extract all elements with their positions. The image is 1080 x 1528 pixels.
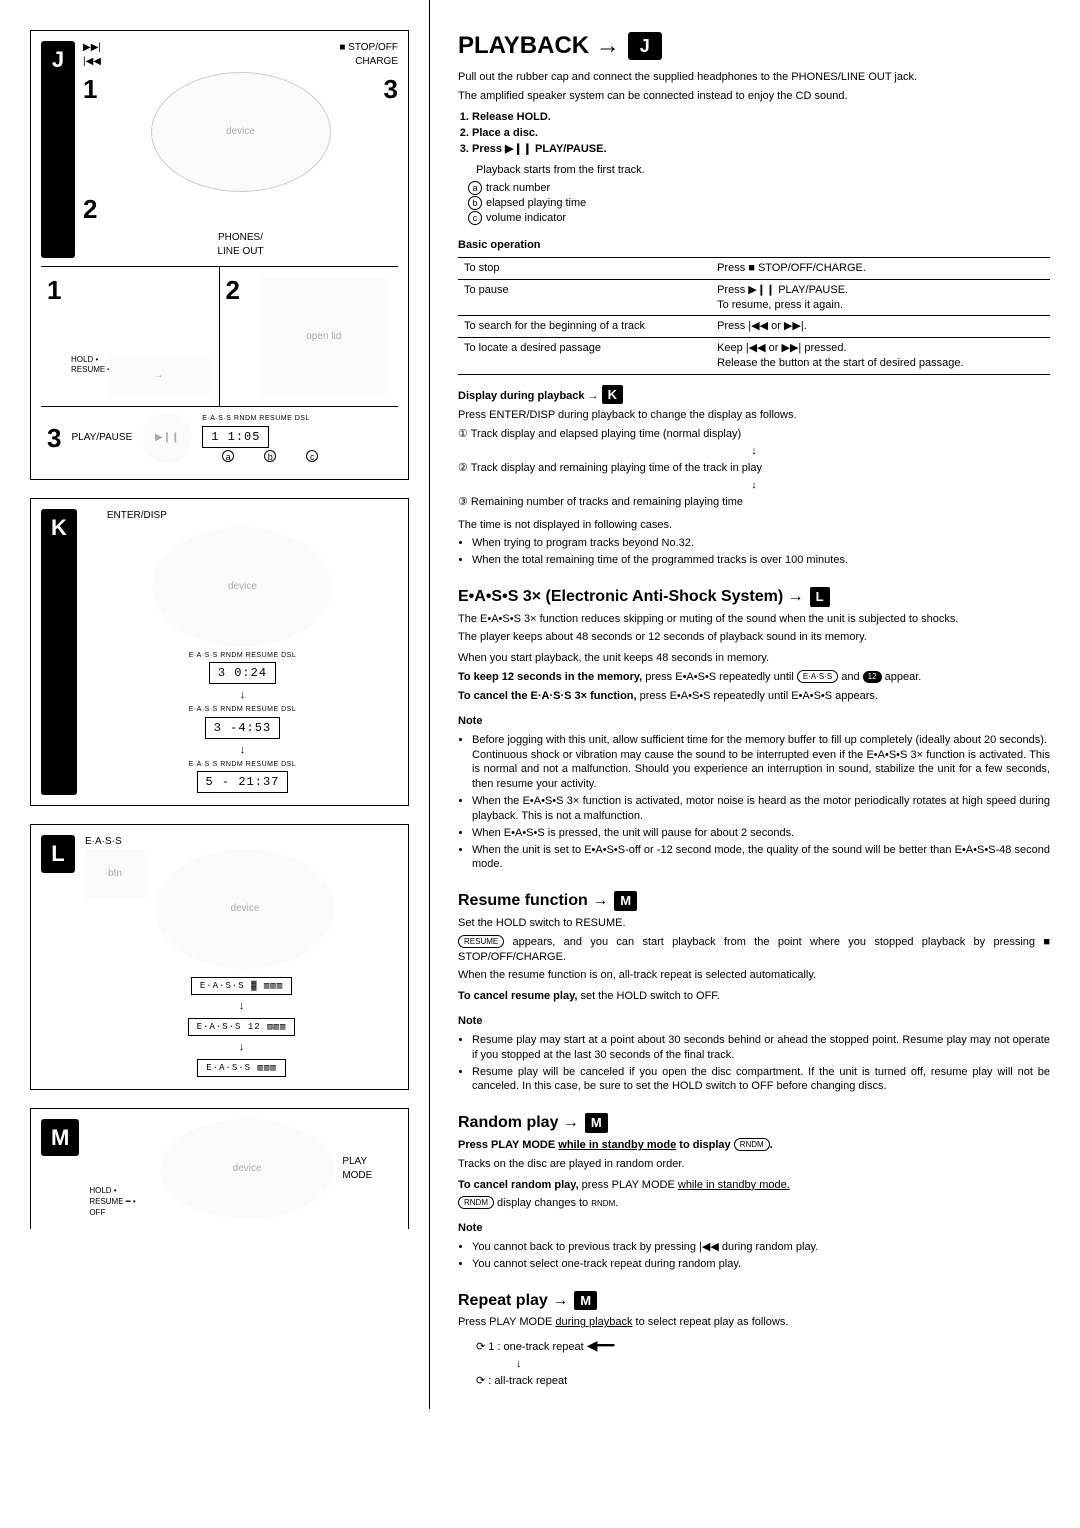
left-column: J ▶▶| |◀◀ ■ STOP/OFF CHARGE 1 device 3 [0,0,430,1409]
resume-heading: Resume function → M [458,890,1050,912]
random-heading: Random play → M [458,1112,1050,1134]
step-2-top: 2 [83,192,398,227]
arrow-down-icon: ↓ [458,444,1050,459]
arrow-down-icon: ↓ [87,743,398,758]
label-rew: |◀◀ [83,55,101,69]
arrow-down-icon: ↓ [85,999,398,1014]
display-heading: Display during playback → K [458,385,1050,405]
intro-1: Pull out the rubber cap and connect the … [458,70,1050,85]
right-column: PLAYBACK → J Pull out the rubber cap and… [430,0,1080,1409]
tag-L: L [41,835,75,873]
diagram-L: L E·A·S·S btn device E·A·S·S ▓ ▥▥▥ ↓ E·A… [30,824,409,1090]
circle-list: track number elapsed playing time volume… [486,181,1050,226]
arrow-down-icon: ↓ [516,1357,1050,1372]
step-3-top: 3 [384,72,398,107]
basic-ops-table: To stopPress ■ STOP/OFF/CHARGE. To pause… [458,257,1050,375]
arrow-down-icon: ↓ [85,1040,398,1055]
tag-M: M [41,1119,79,1157]
tag-K: K [41,509,77,795]
eass-heading: E•A•S•S 3× (Electronic Anti-Shock System… [458,586,1050,608]
arrow-down-icon: ↓ [458,478,1050,493]
tag-J: J [41,41,75,258]
diagram-K: K ENTER/DISP device E·A·S·S RNDM RESUME … [30,498,409,806]
label-lineout: LINE OUT [83,245,398,259]
intro-2: The amplified speaker system can be conn… [458,89,1050,104]
steps-list: Release HOLD. Place a disc. Press ▶❙❙ PL… [472,110,1050,157]
label-stopoff: ■ STOP/OFF [339,41,398,55]
label-ff: ▶▶| [83,41,101,55]
label-charge: CHARGE [339,55,398,69]
label-phones: PHONES/ [83,231,398,245]
arrow-down-icon: ↓ [87,688,398,703]
step-1-top: 1 [83,72,97,107]
repeat-loop: ⟳ 1 : one-track repeat ◀━━ ↓ ⟳ : all-tra… [476,1336,1050,1389]
diagram-M: M HOLD • RESUME ━ • OFF device PLAY MODE [30,1108,409,1229]
basic-op-heading: Basic operation [458,238,1050,253]
playback-heading: PLAYBACK → J [458,30,1050,62]
loop-arrow-icon: ◀━━ [587,1337,615,1353]
diagram-J: J ▶▶| |◀◀ ■ STOP/OFF CHARGE 1 device 3 [30,30,409,480]
lcd-J: 1 1:05 [202,426,269,448]
repeat-heading: Repeat play → M [458,1290,1050,1312]
